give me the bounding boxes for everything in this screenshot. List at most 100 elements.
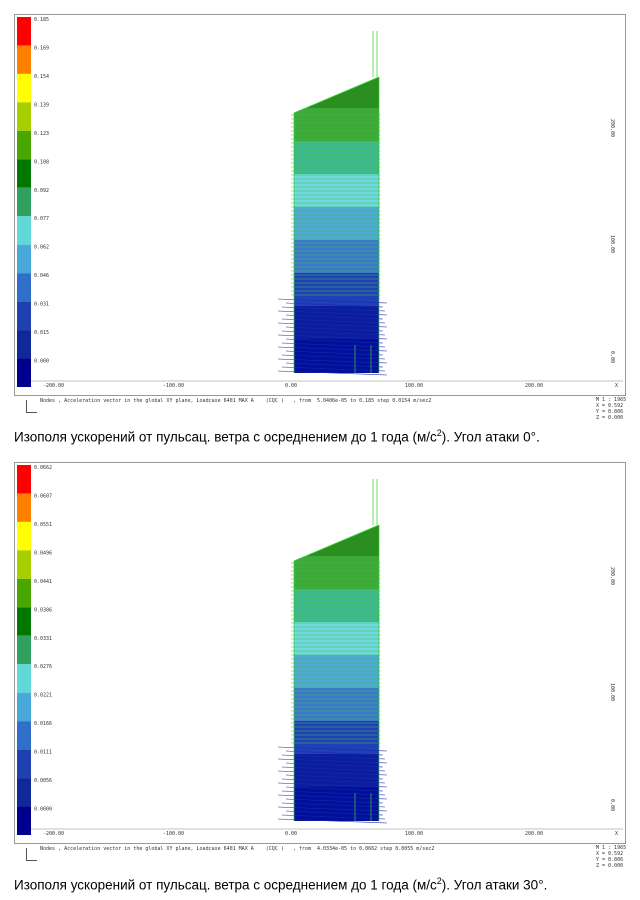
legend-label: 0.062	[34, 245, 49, 251]
tower-band	[294, 525, 379, 557]
legend-label: 0.169	[34, 45, 49, 51]
legend-swatch	[17, 465, 31, 494]
legend-swatch	[17, 159, 31, 188]
legend-label: 0.0662	[34, 465, 52, 471]
legend-swatch	[17, 578, 31, 608]
floor-line	[281, 306, 386, 312]
legend-label: 0.0607	[34, 493, 52, 499]
tower-band	[294, 306, 379, 340]
axis-icon	[26, 400, 37, 413]
scale-line: M 1 : 1965	[596, 845, 627, 851]
legend-swatch	[17, 778, 31, 807]
floor-line	[277, 370, 388, 376]
x-axis-label: X	[615, 383, 618, 389]
legend-swatch	[17, 550, 31, 579]
tower-band	[294, 141, 379, 175]
floor-line	[281, 790, 386, 796]
floor-line	[277, 358, 388, 364]
legend-label: 0.0551	[34, 522, 52, 528]
legend-label: 0.139	[34, 102, 49, 108]
legend-swatch	[17, 216, 31, 245]
legend-label: 0.031	[34, 302, 49, 308]
tower	[294, 77, 379, 373]
floor-line	[277, 334, 388, 340]
footer-text: Nodes , Acceleration vector in the globa…	[40, 846, 435, 852]
x-axis-label: 0.00	[285, 831, 297, 837]
caption-text: ). Угол атаки 0°.	[441, 429, 540, 445]
floor-line	[277, 310, 388, 316]
floor-line	[285, 338, 384, 344]
floor-line	[285, 302, 384, 308]
tower-band	[294, 556, 379, 590]
frame-line	[293, 76, 380, 114]
legend-label: 0.0111	[34, 750, 52, 756]
legend-swatch	[17, 635, 31, 665]
x-axis-label: 100.00	[405, 383, 423, 389]
x-axis-label: 0.00	[285, 383, 297, 389]
y-axis-label: 200.00	[609, 567, 615, 585]
floor-line	[281, 778, 386, 784]
floor-line	[285, 762, 384, 768]
floor-line	[277, 818, 388, 824]
tower-band	[294, 655, 379, 689]
legend-swatch	[17, 521, 31, 551]
floor-line	[285, 350, 384, 356]
legend-swatch	[17, 664, 31, 693]
floor-line	[285, 798, 384, 804]
legend-label: 0.092	[34, 188, 49, 194]
x-axis-label: -100.00	[163, 831, 184, 837]
x-axis-label: -100.00	[163, 383, 184, 389]
tower-band	[294, 688, 379, 722]
tower-band	[294, 273, 379, 307]
floor-line	[285, 362, 384, 368]
scale-line: Z = 0.000	[596, 415, 624, 421]
legend-swatch	[17, 692, 31, 722]
floor-line	[281, 766, 386, 772]
legend-label: 0.046	[34, 273, 49, 279]
caption: Изополя ускорений от пульсац. ветра с ос…	[14, 428, 540, 445]
tower-band	[294, 108, 379, 142]
floor-line	[277, 806, 388, 812]
scale-line: M 1 : 1965	[596, 397, 627, 403]
x-axis-label: 200.00	[525, 383, 543, 389]
x-axis-label: 200.00	[525, 831, 543, 837]
floor-line	[285, 810, 384, 816]
legend-swatch	[17, 806, 31, 835]
caption-sup: 2	[436, 428, 442, 438]
scale-info: M 1 : 1965 X = 0.592 Y = 0.806 Z = 0.000	[596, 845, 626, 869]
legend-label: 0.0441	[34, 579, 52, 585]
legend-label: 0.0276	[34, 664, 52, 670]
floor-line	[281, 366, 386, 372]
scale-line: Y = 0.806	[596, 409, 624, 415]
floor-line	[277, 758, 388, 764]
model-canvas: 0.0662 0.0607 0.0551 0.0496 0.0441 0.0386 0.03…	[17, 465, 623, 837]
y-axis-label: 200.00	[609, 119, 615, 137]
floor-line	[281, 342, 386, 348]
legend-label: 0.077	[34, 216, 49, 222]
caption-sup: 2	[436, 876, 442, 886]
legend-swatch	[17, 102, 31, 131]
legend-swatch	[17, 721, 31, 750]
y-axis-label: 100.00	[609, 683, 615, 701]
legend-swatch	[17, 749, 31, 779]
tower-band	[294, 207, 379, 241]
legend-label: 0.154	[34, 74, 49, 80]
tower-band	[294, 240, 379, 274]
legend-label: 0.015	[34, 330, 49, 336]
floor-line	[285, 774, 384, 780]
legend-label: 0.108	[34, 159, 49, 165]
legend-label: 0.0331	[34, 636, 52, 642]
scale-line: X = 0.592	[596, 851, 624, 857]
legend-label: 0.000	[34, 359, 49, 365]
floor-line	[277, 770, 388, 776]
tower-band	[294, 721, 379, 755]
floor-line	[281, 754, 386, 760]
floor-line	[277, 782, 388, 788]
floor-line	[285, 786, 384, 792]
x-axis-label: 100.00	[405, 831, 423, 837]
legend-swatch	[17, 493, 31, 522]
floor-line	[281, 318, 386, 324]
floor-line	[277, 746, 388, 752]
legend-label: 0.0386	[34, 607, 52, 613]
